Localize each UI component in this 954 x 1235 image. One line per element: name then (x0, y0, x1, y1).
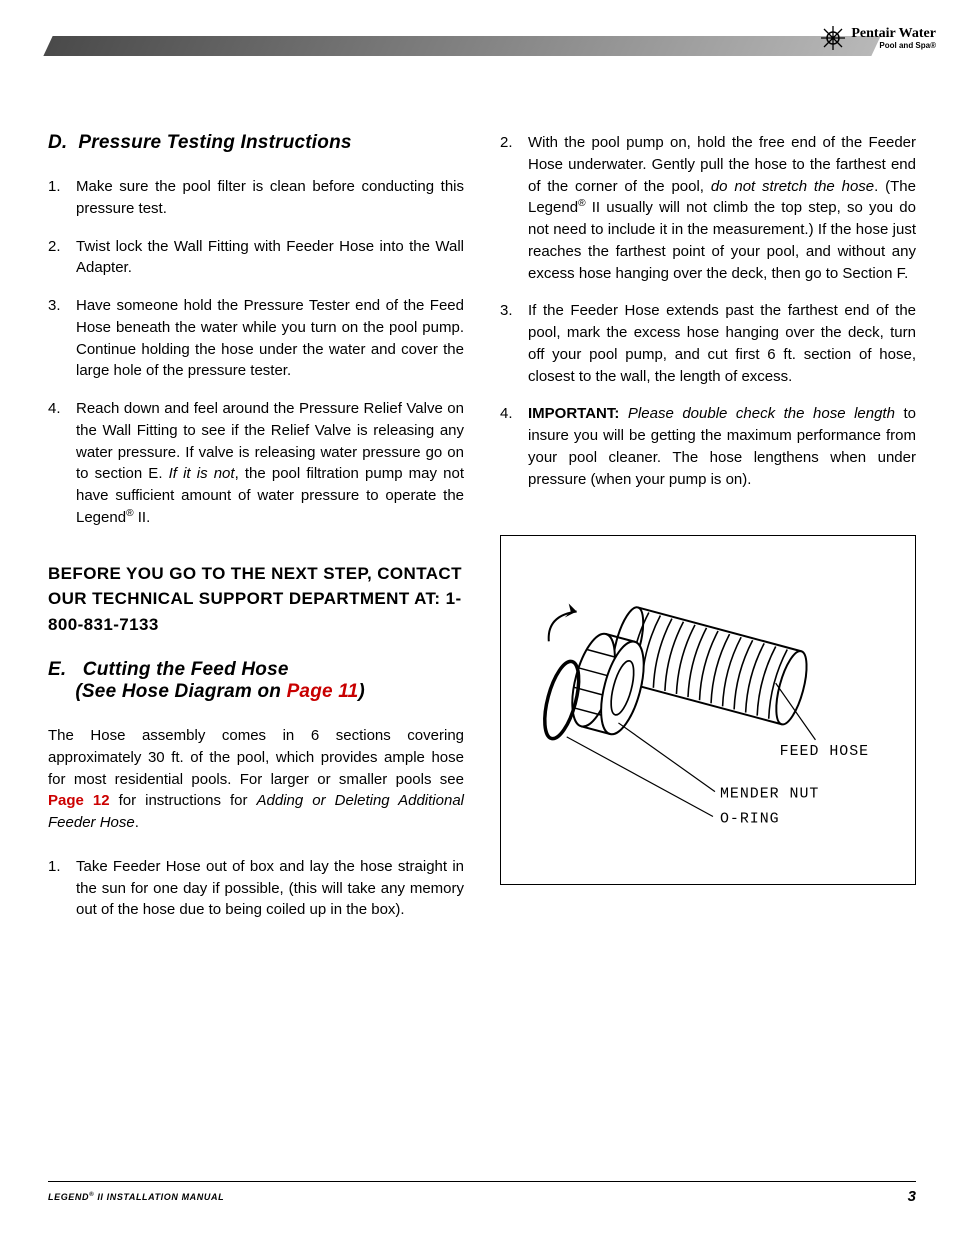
footer-title: LEGEND® II INSTALLATION MANUAL (48, 1192, 224, 1202)
right-column: With the pool pump on, hold the free end… (500, 132, 916, 937)
label-feed-hose: FEED HOSE (780, 744, 869, 760)
label-mender-nut: MENDER NUT (720, 787, 819, 803)
hose-diagram-svg: FEED HOSE MENDER NUT O-RING (509, 544, 907, 876)
step-d1: Make sure the pool filter is clean befor… (48, 176, 464, 220)
step-d2: Twist lock the Wall Fitting with Feeder … (48, 236, 464, 280)
left-column: D. Pressure Testing Instructions Make su… (48, 132, 464, 937)
support-note: BEFORE YOU GO TO THE NEXT STEP, CONTACT … (48, 561, 464, 638)
section-e-right-steps: With the pool pump on, hold the free end… (500, 132, 916, 490)
brand-logo: Pentair Water Pool and Spa® (819, 24, 936, 52)
brand-name: Pentair Water (851, 27, 936, 41)
section-e-intro: The Hose assembly comes in 6 sections co… (48, 725, 464, 834)
page: Pentair Water Pool and Spa® D. Pressure … (0, 0, 954, 1235)
header-gradient (43, 36, 880, 56)
step-d3: Have someone hold the Pressure Tester en… (48, 295, 464, 382)
footer: LEGEND® II INSTALLATION MANUAL 3 (48, 1181, 916, 1205)
header-bar: Pentair Water Pool and Spa® (48, 30, 916, 62)
step-e2: With the pool pump on, hold the free end… (500, 132, 916, 284)
label-o-ring: O-RING (720, 812, 780, 828)
brand-sub: Pool and Spa® (851, 41, 936, 50)
page-number: 3 (908, 1188, 916, 1205)
step-e4: IMPORTANT: Please double check the hose … (500, 403, 916, 490)
hose-diagram: FEED HOSE MENDER NUT O-RING (500, 535, 916, 885)
section-d-heading: D. Pressure Testing Instructions (48, 132, 464, 154)
step-d4: Reach down and feel around the Pressure … (48, 398, 464, 529)
content-columns: D. Pressure Testing Instructions Make su… (48, 132, 916, 937)
section-d-steps: Make sure the pool filter is clean befor… (48, 176, 464, 529)
step-e1: Take Feeder Hose out of box and lay the … (48, 856, 464, 921)
pentair-icon (819, 24, 847, 52)
page-link-12[interactable]: Page 12 (48, 792, 110, 809)
section-e-left-steps: Take Feeder Hose out of box and lay the … (48, 856, 464, 921)
section-e-heading: E. Cutting the Feed Hose (See Hose Diagr… (48, 659, 464, 703)
page-link-11[interactable]: Page 11 (287, 681, 359, 702)
step-e3: If the Feeder Hose extends past the fart… (500, 300, 916, 387)
rotation-arrow-icon (549, 604, 577, 642)
